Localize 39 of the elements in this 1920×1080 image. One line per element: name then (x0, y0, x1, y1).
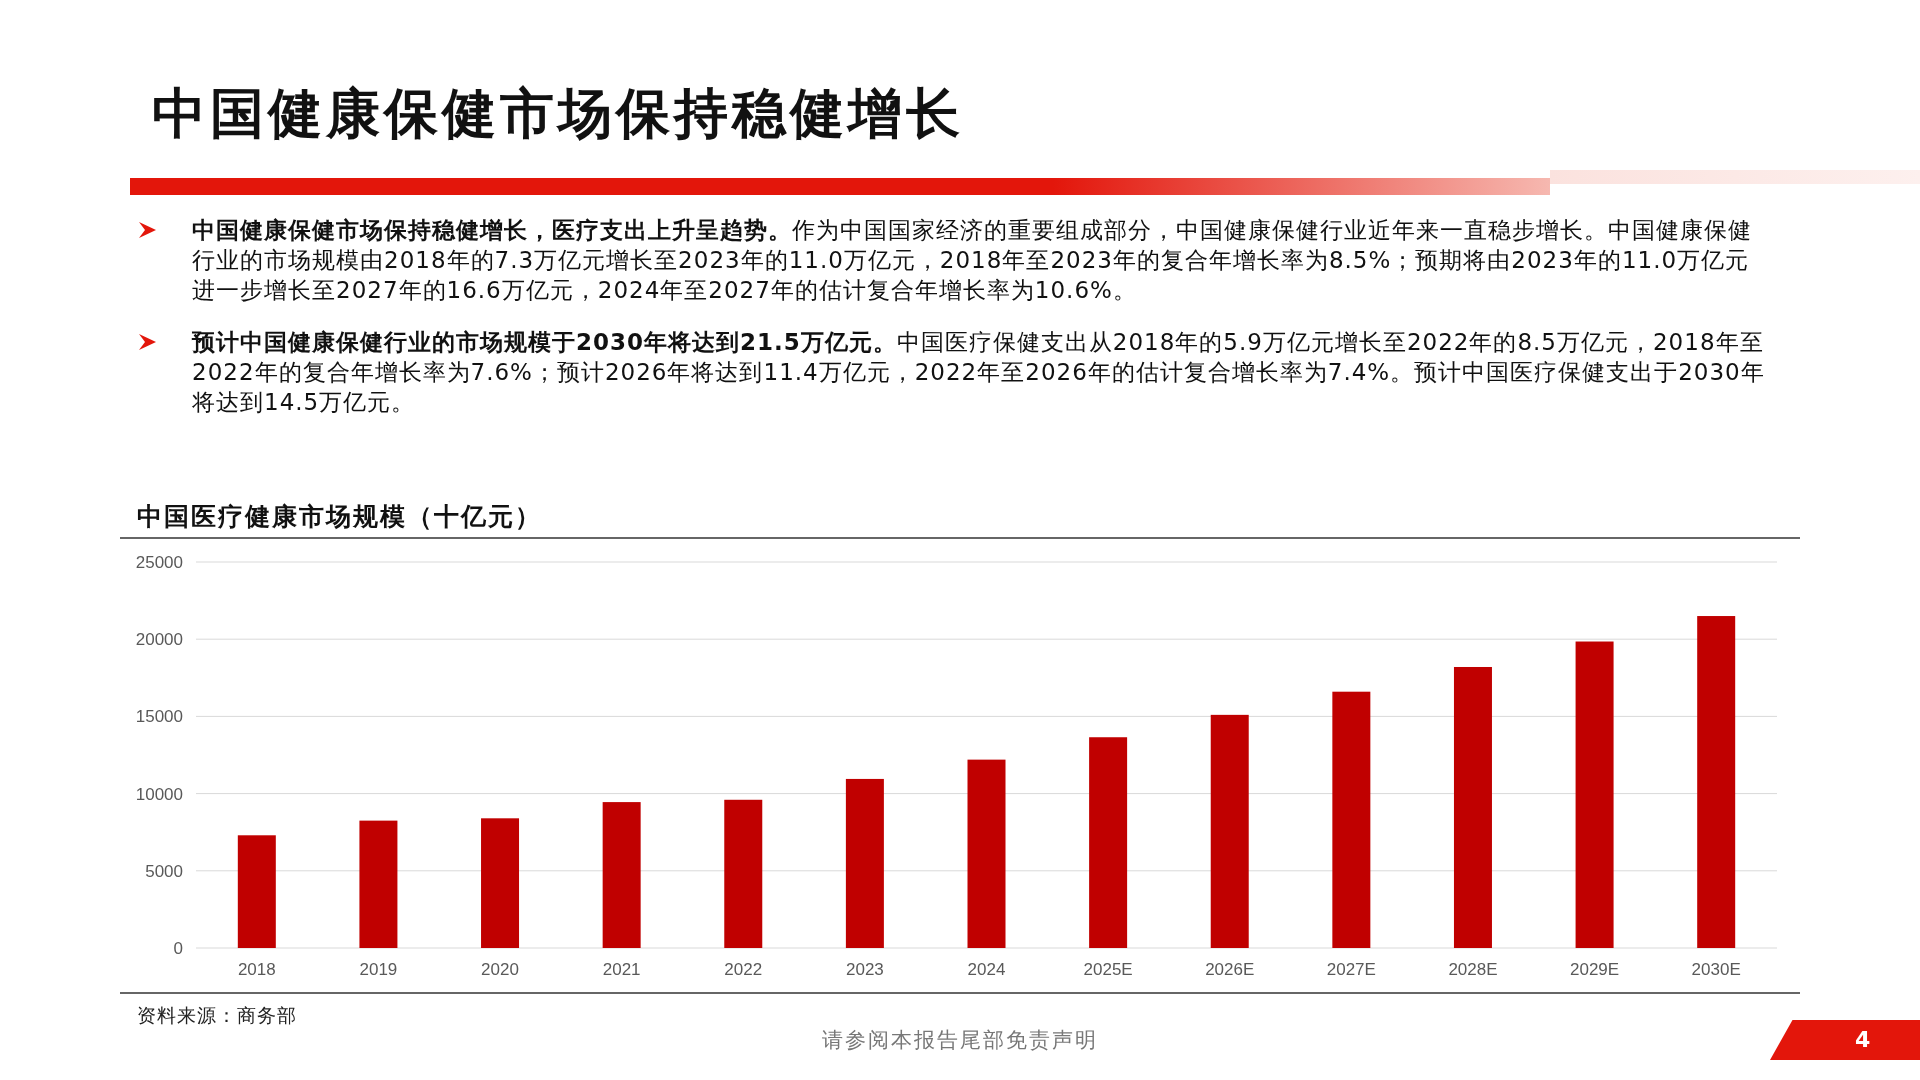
bar (1210, 714, 1249, 948)
x-tick-label: 2024 (967, 960, 1006, 979)
chart-title: 中国健康保健市场保持稳健增长 (152, 81, 964, 147)
bar (481, 818, 520, 948)
bar (359, 820, 398, 948)
text: 预计中国健康保健行业的市场规模于2030年将达到21.5万亿元。中国医疗保健支出从2018年的5.9万亿元增长至2022年的8.5万亿元，2018年至2022年的复合年增长率为7.6%；预计2026年将达到11.4万亿元，2022年至2026年的估计复合增长率为7.4%。预计中国医疗保健支出于2030年将达到14.5万亿元。 (192, 328, 1766, 417)
x-tick-label: 2019 (359, 960, 398, 979)
x-tick-label: 2027E (1326, 960, 1376, 979)
bar (1575, 641, 1614, 948)
x-tick-label: 2026E (1205, 960, 1255, 979)
bar (967, 759, 1006, 948)
x-tick-label: 2028E (1448, 960, 1498, 979)
text: 4 (1855, 1027, 1871, 1052)
text: 请参阅本报告尾部免责声明 (822, 1028, 1098, 1052)
bar (724, 799, 763, 948)
x-tick-label: 2029E (1569, 960, 1620, 979)
x-tick-label: 2021 (602, 960, 641, 979)
chart-subtitle: 中国医疗健康市场规模（十亿元） (137, 501, 542, 533)
x-tick-label: 2025E (1083, 960, 1133, 979)
bar (1332, 691, 1371, 948)
y-tick-label: 5000 (145, 861, 183, 881)
bar (845, 778, 884, 948)
text: 资料来源：商务部 (137, 1003, 297, 1028)
bar (237, 835, 276, 948)
y-tick-label: 0 (173, 939, 183, 958)
text: 中国健康保健市场保持稳健增长，医疗支出上升呈趋势。作为中国国家经济的重要组成部分，中国健康保健行业近年来一直稳步增长。中国健康保健行业的市场规模由2018年的7.3万亿元增长至2023年的11.0万亿元，2018年至2023年的复合年增长率为8.5%；预期将由2023年的11.0万亿元进一步增长至2027年的16.6万亿元，2024年至2027年的估计复合年增长率为10.6%。 (192, 216, 1753, 305)
bar (1697, 616, 1736, 948)
x-tick-label: 2020 (481, 960, 519, 979)
x-tick-label: 2018 (237, 960, 276, 979)
y-tick-label: 10000 (135, 784, 183, 804)
bar (602, 802, 641, 948)
x-tick-label: 2022 (724, 960, 763, 979)
y-tick-label: 15000 (135, 707, 183, 727)
bar (1089, 737, 1128, 948)
x-tick-label: 2030E (1691, 960, 1741, 979)
bar (1453, 666, 1492, 948)
x-tick-label: 2023 (845, 960, 884, 979)
y-tick-label: 20000 (135, 630, 183, 650)
y-tick-label: 25000 (135, 553, 183, 572)
